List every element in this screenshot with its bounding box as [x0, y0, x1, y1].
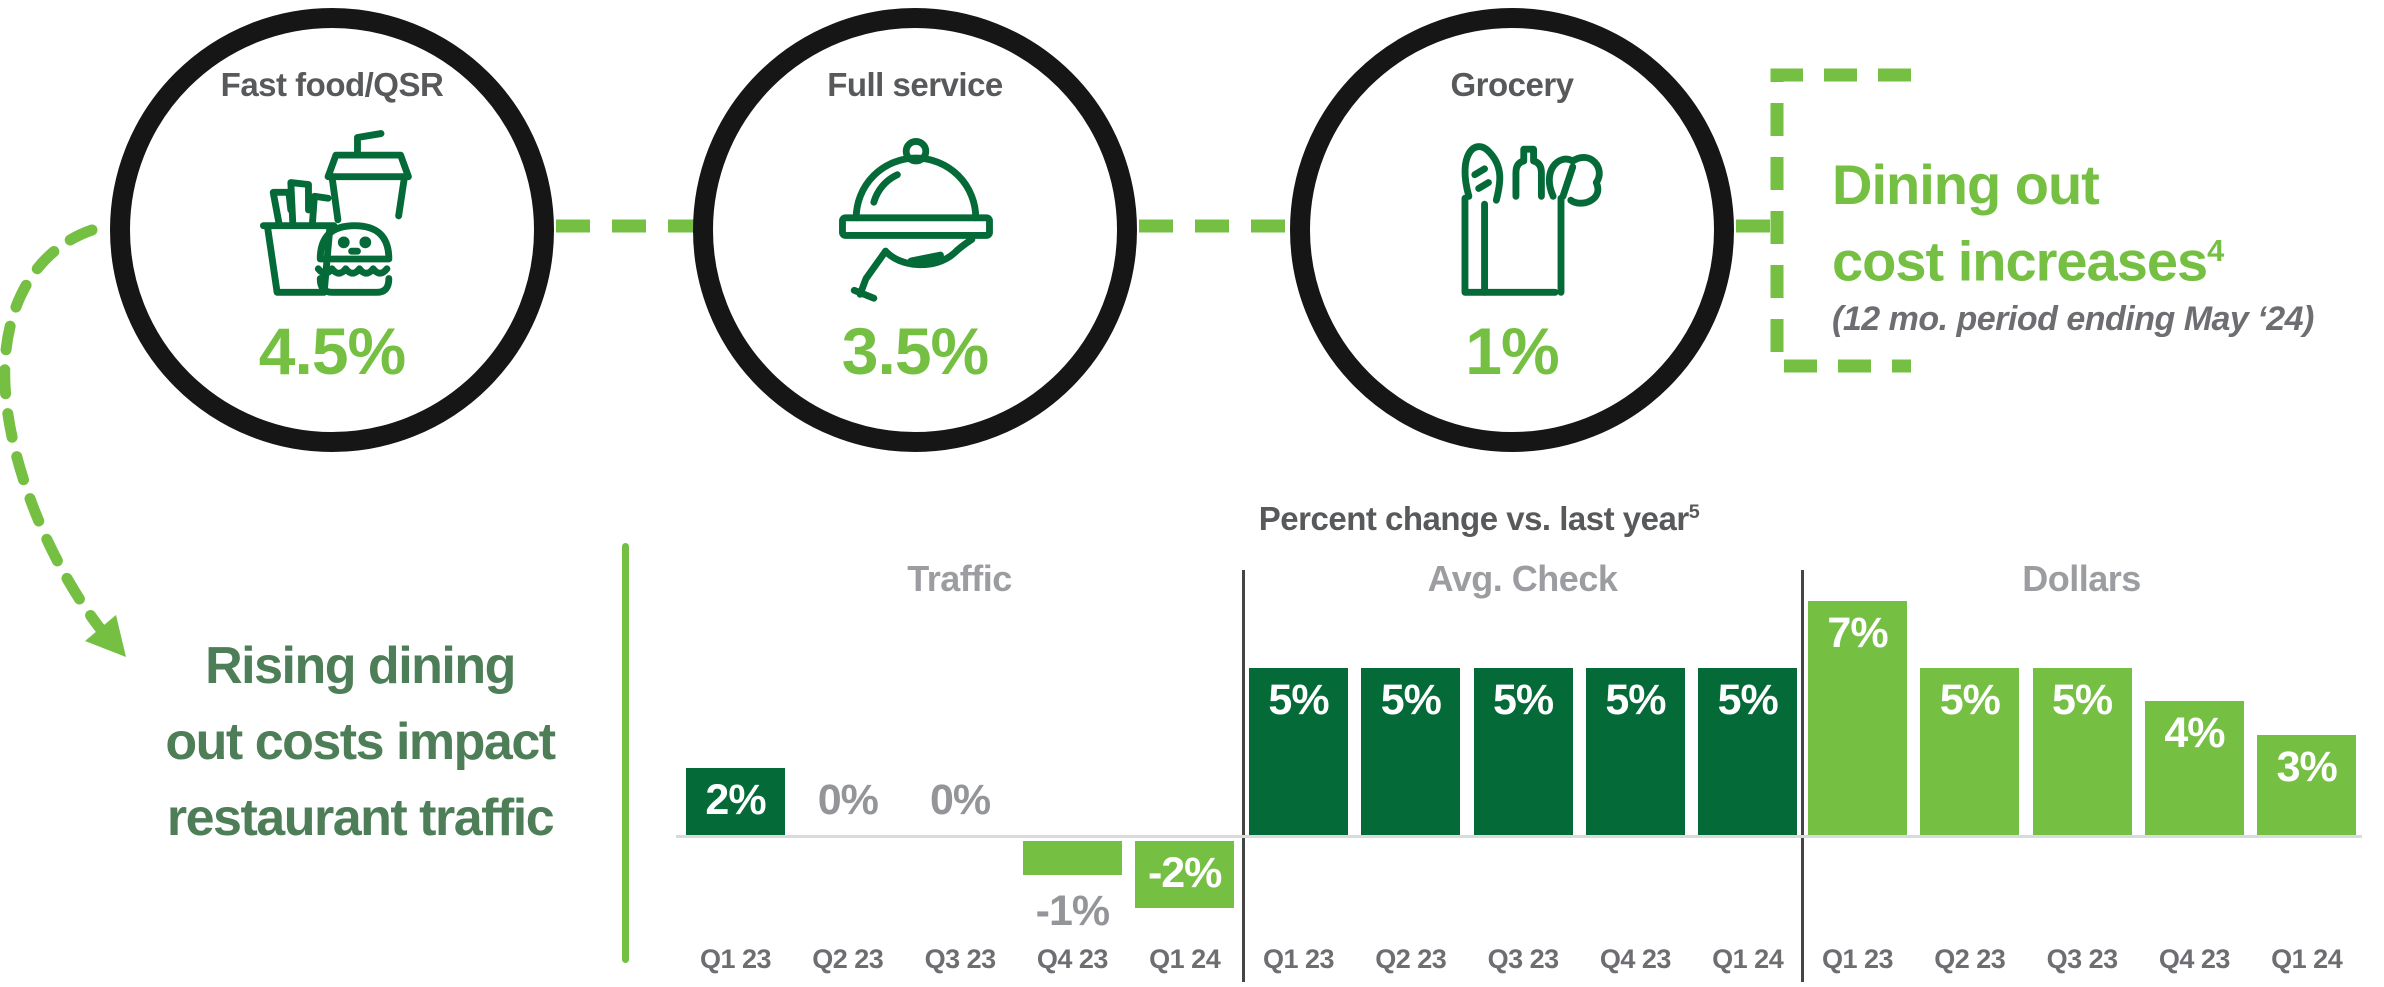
bar-value-label: 0%	[930, 776, 991, 824]
bar	[1698, 667, 1798, 835]
bar-value-label: 5%	[1717, 675, 1779, 724]
callout-line2: cost increases	[1832, 229, 2208, 293]
axis-label: Q1 24	[1149, 944, 1221, 974]
chart-baseline	[676, 835, 2362, 838]
chart-accent-line	[622, 543, 629, 963]
bar-value-label: 0%	[817, 776, 879, 824]
group-title: Avg. Check	[1427, 558, 1618, 599]
group-title: Traffic	[907, 558, 1012, 599]
category-value: 1%	[1465, 314, 1559, 388]
category-label: Grocery	[1450, 66, 1574, 103]
axis-label: Q3 23	[924, 944, 997, 974]
chart-title-text: Percent change vs. last year	[1258, 500, 1689, 537]
axis-label: Q4 23	[2158, 944, 2231, 974]
bar-value-label: 7%	[1827, 608, 1888, 657]
chart-divider-1	[1242, 570, 1245, 982]
curved-arrow	[0, 224, 112, 642]
axis-label: Q1 23	[699, 944, 772, 974]
headline-line2: out costs impact	[165, 713, 556, 771]
axis-label: Q3 23	[1487, 944, 1560, 974]
category-circle-fast-food: Fast food/QSR 4.5%	[110, 8, 554, 452]
bar-value-label: 5%	[1380, 675, 1442, 724]
bar	[1361, 667, 1461, 835]
bar	[2144, 701, 2244, 835]
headline: Rising dining out costs impact restauran…	[118, 628, 602, 856]
bar	[1473, 667, 1573, 835]
chart-divider-2	[1801, 570, 1804, 982]
bar	[1022, 841, 1122, 875]
callout-title: Dining out cost increases4	[1832, 152, 2372, 295]
axis-label: Q4 23	[1036, 944, 1109, 974]
callout-line1: Dining out	[1832, 153, 2100, 216]
bar-value-label: 2%	[705, 776, 766, 824]
axis-label: Q2 23	[812, 944, 884, 974]
group-title: Dollars	[2022, 558, 2141, 599]
grocery-bag-icon	[1461, 143, 1603, 296]
bar	[1135, 841, 1235, 908]
axis-label: Q1 23	[1821, 944, 1894, 974]
fast-food-icon	[259, 130, 412, 296]
bar-value-label: 5%	[1605, 675, 1666, 724]
category-circle-full-service: Full service 3.5%	[693, 8, 1137, 452]
axis-label: Q4 23	[1599, 944, 1672, 974]
axis-label: Q1 23	[1262, 944, 1335, 974]
axis-label: Q2 23	[1934, 944, 2006, 974]
bar	[2032, 667, 2132, 835]
chart-title: Percent change vs. last year5	[1029, 500, 1929, 538]
bar-value-label: 5%	[1939, 675, 2001, 724]
cloche-icon	[839, 137, 993, 302]
category-label: Fast food/QSR	[220, 66, 444, 103]
bar-value-label: 5%	[2052, 675, 2113, 724]
callout-footnote-marker: 4	[2207, 233, 2224, 268]
bar	[2257, 734, 2357, 835]
callout-subtitle: (12 mo. period ending May ‘24)	[1832, 300, 2314, 338]
chart-title-footnote-marker: 5	[1688, 501, 1700, 523]
axis-label: Q1 24	[2271, 944, 2343, 974]
headline-line1: Rising dining	[205, 637, 516, 695]
bar-value-label: -2%	[1147, 848, 1222, 897]
bar-value-label: -1%	[1035, 886, 1110, 935]
bar	[1585, 667, 1685, 835]
bar	[1808, 600, 1907, 835]
bar-value-label: 5%	[1493, 675, 1554, 724]
axis-label: Q1 24	[1712, 944, 1784, 974]
bar	[1920, 667, 2020, 835]
axis-label: Q3 23	[2046, 944, 2119, 974]
bar-value-label: 4%	[2164, 709, 2225, 757]
category-value: 3.5%	[841, 314, 989, 388]
category-value: 4.5%	[258, 314, 406, 388]
bar-value-label: 3%	[2276, 742, 2338, 791]
bar	[686, 768, 785, 835]
bar-value-label: 5%	[1268, 675, 1329, 724]
category-circle-grocery: Grocery 1%	[1290, 8, 1734, 452]
category-label: Full service	[827, 66, 1003, 103]
bar	[1249, 667, 1348, 835]
headline-line3: restaurant traffic	[166, 789, 555, 847]
axis-label: Q2 23	[1375, 944, 1447, 974]
